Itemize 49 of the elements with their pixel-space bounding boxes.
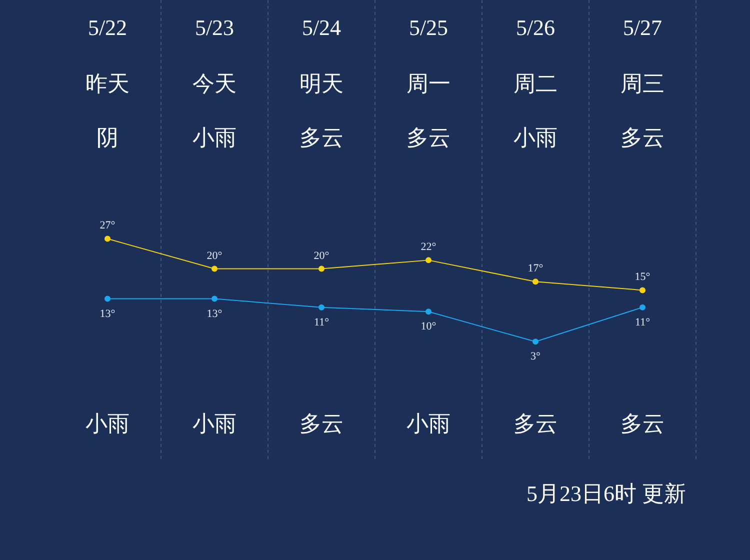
point [640,304,646,310]
data-label: 11° [314,316,329,328]
x-tick-label: 5/27 [622,15,664,41]
point [212,266,218,272]
text: 多云 [512,410,558,438]
text: 周一 [406,70,452,98]
text: 阴 [96,124,120,152]
data-label: 22° [420,241,436,254]
point [532,338,538,345]
point [318,304,324,310]
point [532,278,538,285]
point [426,257,432,264]
point [318,266,324,272]
data-label: 10° [420,320,436,333]
point [212,296,218,302]
point [426,308,432,315]
text: 小雨 [192,410,238,438]
data-label: 15° [634,271,650,284]
data-label: 17° [528,262,544,275]
data-label: 20° [206,250,222,262]
data-label: 13° [206,308,222,320]
text: 多云 [298,410,344,438]
text: 小雨 [512,124,558,152]
data-label: 27° [100,220,116,232]
x-tick-label: 5/23 [194,15,236,41]
data-label: 13° [100,308,116,320]
x-tick-label: 5/24 [300,15,342,41]
text: 多云 [620,124,666,152]
text: 多云 [620,410,666,438]
x-tick-label: 5/25 [408,15,450,41]
text: 多云 [298,124,344,152]
x-tick-label: 5/26 [514,15,556,41]
text: 小雨 [406,410,452,438]
point [104,296,110,302]
point [640,287,646,294]
text: 明天 [298,70,344,98]
text: 今天 [192,70,238,98]
point [104,236,110,242]
text: 小雨 [192,124,238,152]
text: 小雨 [84,410,130,438]
data-label: 11° [635,316,650,328]
text: 多云 [406,124,452,152]
data-label: 20° [314,250,330,262]
data-label: 3° [530,350,540,363]
text: 5月23日6时 更新 [526,480,686,508]
text: 周三 [620,70,666,98]
text: 周二 [512,70,558,98]
text: 昨天 [84,70,130,98]
x-tick-label: 5/22 [86,15,128,41]
